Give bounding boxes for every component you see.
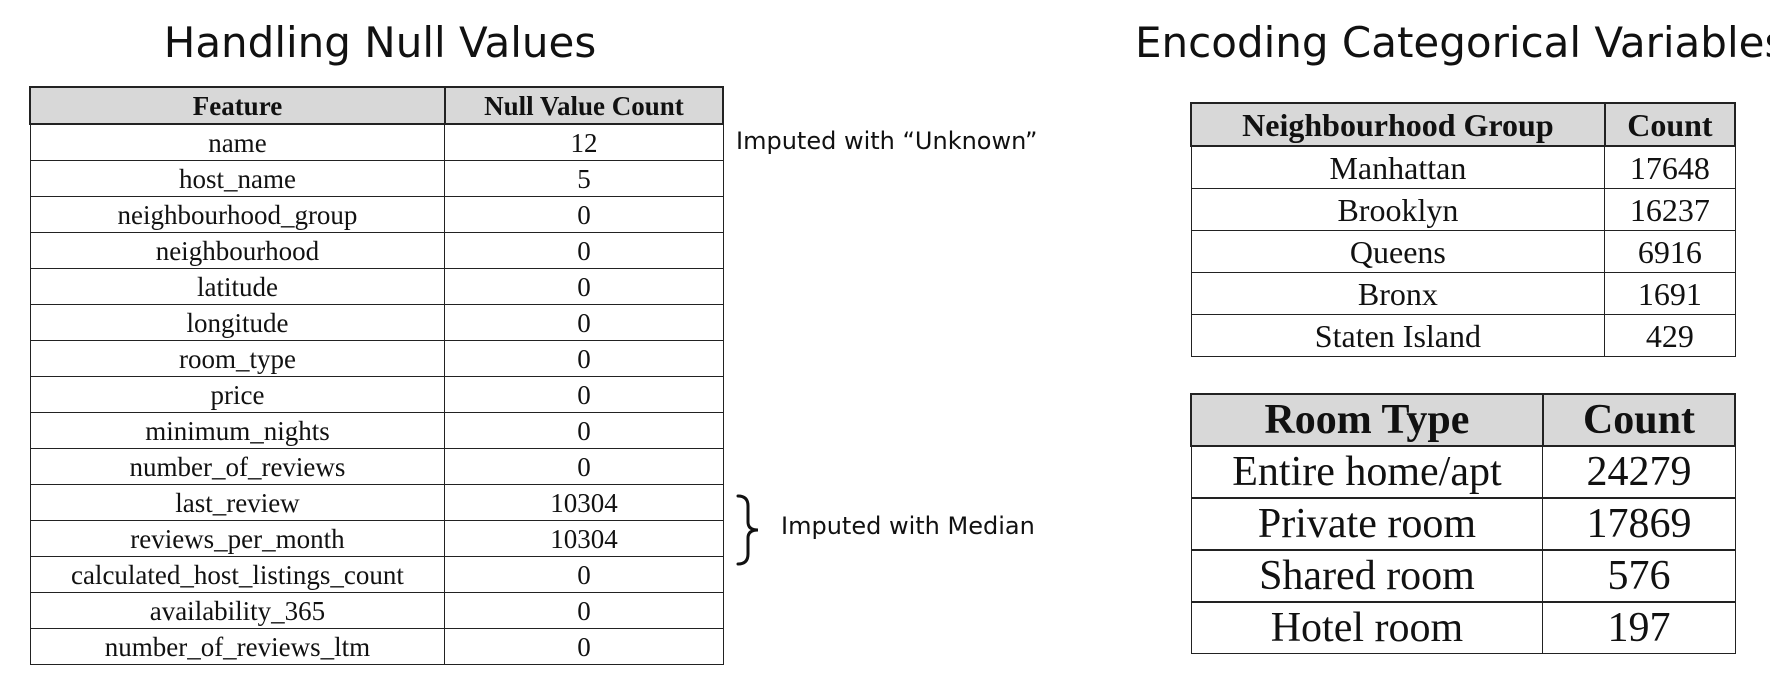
neighbourhood-group-cell: Staten Island xyxy=(1190,314,1606,357)
imputed-median-note: Imputed with Median xyxy=(781,512,1035,540)
null-count-cell: 0 xyxy=(444,592,724,629)
room-type-table: Room Type Count Entire home/apt 24279 Pri… xyxy=(1190,393,1737,654)
imputed-unknown-note: Imputed with “Unknown” xyxy=(736,127,1038,155)
table-row: reviews_per_month 10304 xyxy=(29,520,724,557)
table-header-row: Feature Null Value Count xyxy=(29,86,725,125)
table-row: minimum_nights 0 xyxy=(29,412,724,449)
null-count-cell: 10304 xyxy=(444,520,724,557)
table-row: room_type 0 xyxy=(29,340,724,377)
table-row: longitude 0 xyxy=(29,304,724,341)
table-row: Bronx 1691 xyxy=(1190,272,1736,315)
table-row: latitude 0 xyxy=(29,268,724,305)
table-row: price 0 xyxy=(29,376,724,413)
null-count-cell: 12 xyxy=(444,123,724,161)
count-cell: 429 xyxy=(1604,314,1736,357)
column-header-feature: Feature xyxy=(29,86,446,125)
table-row: number_of_reviews 0 xyxy=(29,448,724,485)
table-row: name 12 xyxy=(29,123,724,161)
table-row: Staten Island 429 xyxy=(1190,314,1736,357)
table-row: number_of_reviews_ltm 0 xyxy=(29,628,724,665)
column-header-room-type: Room Type xyxy=(1190,393,1544,447)
count-cell: 6916 xyxy=(1604,230,1736,273)
null-count-cell: 0 xyxy=(444,232,724,269)
null-value-table: Feature Null Value Count name 12 host_nam… xyxy=(29,86,725,665)
count-cell: 576 xyxy=(1542,549,1736,603)
neighbourhood-group-cell: Manhattan xyxy=(1190,145,1606,189)
room-type-cell: Entire home/apt xyxy=(1190,445,1544,499)
column-header-count: Count xyxy=(1541,393,1737,447)
feature-cell: calculated_host_listings_count xyxy=(29,556,446,593)
null-count-cell: 0 xyxy=(444,376,724,413)
table-row: Shared room 576 xyxy=(1190,549,1736,603)
count-cell: 1691 xyxy=(1604,272,1736,315)
table-row: Queens 6916 xyxy=(1190,230,1736,273)
null-count-cell: 0 xyxy=(444,304,724,341)
table-header-row: Room Type Count xyxy=(1190,393,1737,447)
table-row: Private room 17869 xyxy=(1190,497,1736,551)
column-header-null-count: Null Value Count xyxy=(443,86,725,125)
null-count-cell: 0 xyxy=(444,628,724,665)
count-cell: 17869 xyxy=(1542,497,1736,551)
null-count-cell: 10304 xyxy=(444,484,724,521)
neighbourhood-group-cell: Brooklyn xyxy=(1190,188,1606,231)
null-count-cell: 0 xyxy=(444,556,724,593)
room-type-cell: Shared room xyxy=(1190,549,1544,603)
column-header-neighbourhood-group: Neighbourhood Group xyxy=(1190,102,1606,147)
table-row: host_name 5 xyxy=(29,160,724,197)
table-row: calculated_host_listings_count 0 xyxy=(29,556,724,593)
table-row: availability_365 0 xyxy=(29,592,724,629)
feature-cell: number_of_reviews xyxy=(29,448,446,485)
table-row: Brooklyn 16237 xyxy=(1190,188,1736,231)
encoding-categorical-title: Encoding Categorical Variables xyxy=(1135,18,1770,67)
table-row: neighbourhood 0 xyxy=(29,232,724,269)
feature-cell: latitude xyxy=(29,268,446,305)
table-row: Entire home/apt 24279 xyxy=(1190,445,1736,499)
room-type-cell: Hotel room xyxy=(1190,601,1544,654)
null-count-cell: 0 xyxy=(444,340,724,377)
table-header-row: Neighbourhood Group Count xyxy=(1190,102,1737,147)
count-cell: 197 xyxy=(1542,601,1736,654)
feature-cell: room_type xyxy=(29,340,446,377)
feature-cell: host_name xyxy=(29,160,446,197)
feature-cell: last_review xyxy=(29,484,446,521)
null-count-cell: 5 xyxy=(444,160,724,197)
curly-brace-icon xyxy=(736,494,759,566)
feature-cell: neighbourhood_group xyxy=(29,196,446,233)
neighbourhood-group-cell: Queens xyxy=(1190,230,1606,273)
room-type-cell: Private room xyxy=(1190,497,1544,551)
null-values-title: Handling Null Values xyxy=(163,18,597,67)
feature-cell: name xyxy=(29,123,446,161)
null-count-cell: 0 xyxy=(444,268,724,305)
count-cell: 17648 xyxy=(1604,145,1736,189)
null-count-cell: 0 xyxy=(444,448,724,485)
null-count-cell: 0 xyxy=(444,412,724,449)
neighbourhood-group-cell: Bronx xyxy=(1190,272,1606,315)
count-cell: 24279 xyxy=(1542,445,1736,499)
feature-cell: minimum_nights xyxy=(29,412,446,449)
neighbourhood-group-table: Neighbourhood Group Count Manhattan 17648… xyxy=(1190,102,1737,357)
feature-cell: reviews_per_month xyxy=(29,520,446,557)
feature-cell: longitude xyxy=(29,304,446,341)
feature-cell: neighbourhood xyxy=(29,232,446,269)
table-row: neighbourhood_group 0 xyxy=(29,196,724,233)
feature-cell: availability_365 xyxy=(29,592,446,629)
table-row: Hotel room 197 xyxy=(1190,601,1736,654)
table-row: Manhattan 17648 xyxy=(1190,145,1736,189)
count-cell: 16237 xyxy=(1604,188,1736,231)
null-count-cell: 0 xyxy=(444,196,724,233)
column-header-count: Count xyxy=(1603,102,1737,147)
feature-cell: price xyxy=(29,376,446,413)
table-row: last_review 10304 xyxy=(29,484,724,521)
feature-cell: number_of_reviews_ltm xyxy=(29,628,446,665)
